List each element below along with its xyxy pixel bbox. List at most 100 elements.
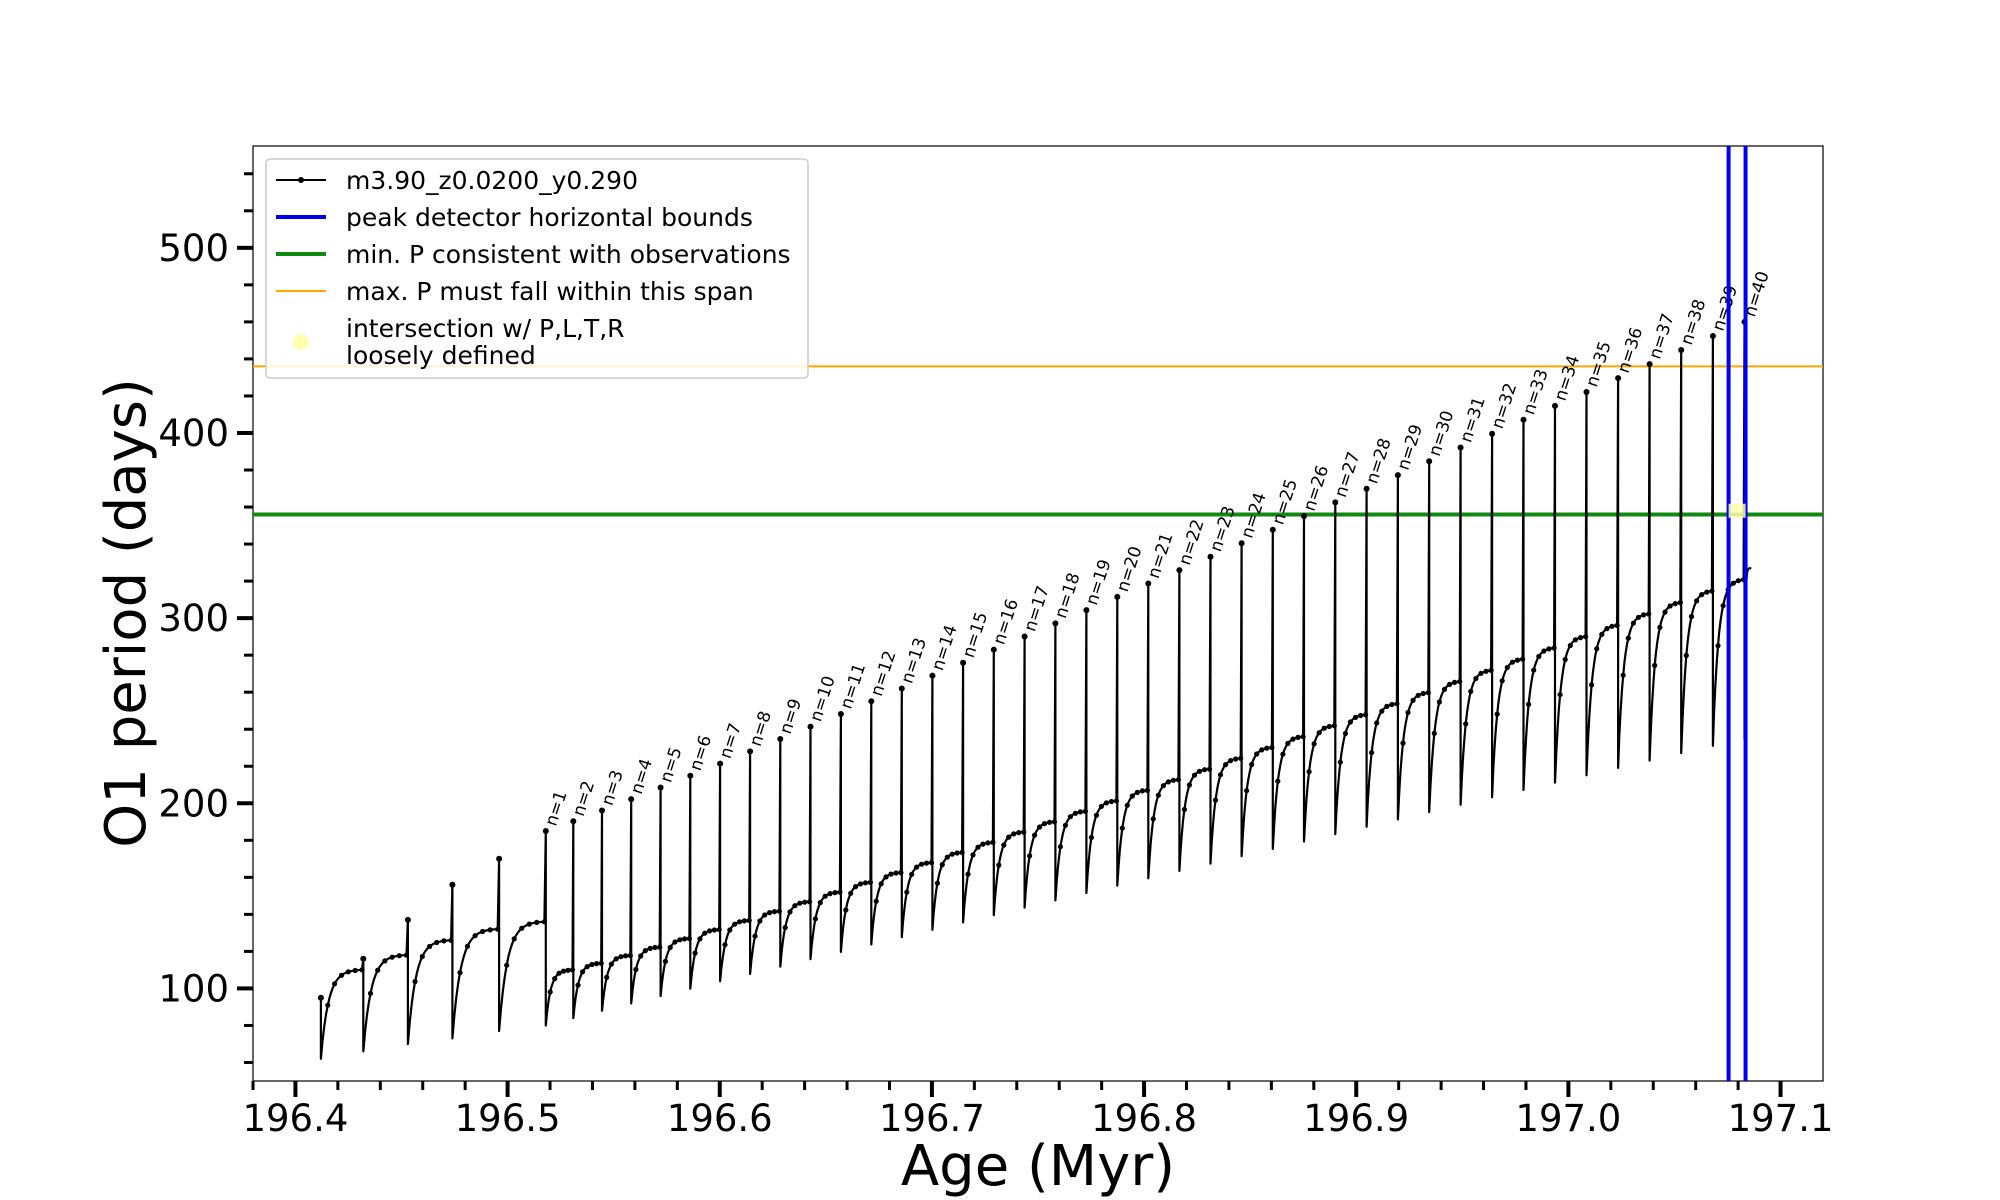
series-marker (1625, 635, 1631, 641)
series-peak-marker (1301, 513, 1307, 520)
series-marker (827, 891, 833, 897)
series-marker (1331, 723, 1337, 729)
series-marker (1546, 646, 1552, 652)
legend-label: min. P consistent with observations (346, 240, 791, 269)
series-marker (1011, 831, 1017, 837)
series-marker (1677, 600, 1683, 606)
series-marker (848, 890, 854, 896)
series-marker (970, 852, 976, 858)
series-marker (893, 870, 899, 876)
series-marker (1379, 708, 1385, 714)
series-marker (996, 862, 1002, 868)
pulse-label: n=22 (1175, 517, 1208, 568)
series-marker (569, 967, 576, 973)
series-marker (1016, 830, 1022, 836)
series-marker (580, 969, 586, 975)
series-marker (1715, 643, 1721, 649)
series-peak-marker (1145, 580, 1152, 587)
series-marker (949, 851, 955, 857)
series-marker (434, 939, 440, 946)
series-marker (1021, 829, 1027, 835)
series-marker (682, 936, 688, 942)
x-axis-label: Age (Myr) (901, 1134, 1175, 1199)
series-peak-marker (1363, 485, 1370, 492)
series-marker (762, 912, 768, 918)
series-marker (1614, 622, 1620, 629)
series-marker (954, 850, 960, 856)
series-marker (1363, 712, 1369, 718)
series-peak-marker (837, 711, 844, 717)
series-marker (1067, 814, 1073, 820)
pulse-label: n=28 (1362, 436, 1395, 487)
series-marker (752, 933, 758, 939)
series-marker (1352, 714, 1359, 721)
pulse-label: n=17 (1020, 583, 1053, 634)
series-peak-marker (1583, 389, 1590, 395)
series-marker (1113, 798, 1119, 804)
pulse-label: n=8 (746, 709, 776, 749)
series-marker (934, 880, 941, 886)
y-axis-label: O1 period (days) (94, 378, 159, 848)
series-peak-marker (657, 784, 664, 791)
pulse-label: n=6 (686, 733, 716, 773)
series-marker (1699, 592, 1705, 598)
series-marker (1536, 653, 1542, 660)
series-peak-marker (317, 994, 324, 1001)
series-marker (1441, 686, 1448, 693)
series-marker (1280, 751, 1286, 757)
series-marker (1191, 772, 1198, 778)
series-marker (1567, 642, 1573, 649)
series-marker (495, 926, 501, 932)
series-marker (822, 893, 828, 899)
series-marker (662, 958, 669, 965)
period-series-line (319, 320, 1752, 1060)
series-marker (853, 884, 859, 890)
series-peak-marker (496, 855, 503, 862)
series-marker (873, 898, 879, 904)
series-marker (919, 861, 925, 867)
series-marker (1583, 634, 1589, 640)
series-marker (1155, 792, 1161, 798)
series-marker (1254, 751, 1260, 757)
series-marker (1181, 806, 1187, 813)
pulse-label: n=37 (1645, 311, 1678, 362)
series-marker (686, 936, 693, 942)
x-tick-label: 197.0 (1515, 1097, 1621, 1140)
series-marker (1420, 690, 1426, 697)
series-marker (1041, 821, 1048, 827)
series-marker (1062, 822, 1068, 828)
series-marker (504, 962, 510, 968)
series-marker (1457, 679, 1463, 685)
y-tick-label: 300 (158, 597, 229, 640)
series-marker (638, 953, 644, 959)
series-marker (1326, 723, 1332, 730)
series-marker (975, 844, 981, 850)
series-marker (1037, 824, 1043, 830)
series-marker (1646, 611, 1652, 617)
pulse-label: n=2 (569, 779, 599, 819)
pulse-label: n=18 (1051, 570, 1084, 621)
series-peak-marker (1207, 553, 1214, 560)
series-marker (807, 899, 813, 905)
series-marker (552, 976, 558, 982)
series-marker (904, 889, 910, 895)
series-peak-marker (898, 685, 905, 692)
series-marker (1311, 741, 1317, 747)
series-marker (1233, 756, 1239, 762)
series-marker (1249, 761, 1255, 768)
series-marker (472, 933, 478, 939)
pulse-label: n=4 (627, 756, 657, 796)
series-marker (1415, 692, 1421, 699)
series-marker (1072, 810, 1078, 816)
series-marker (1077, 809, 1083, 815)
series-marker (1672, 601, 1678, 607)
series-marker (1046, 819, 1053, 825)
series-marker (412, 978, 418, 985)
series-marker (939, 862, 945, 868)
series-marker (561, 968, 567, 974)
series-marker (1509, 659, 1515, 665)
series-marker (608, 961, 615, 967)
series-marker (1001, 842, 1007, 848)
series-marker (1620, 672, 1626, 678)
series-marker (1129, 793, 1135, 799)
